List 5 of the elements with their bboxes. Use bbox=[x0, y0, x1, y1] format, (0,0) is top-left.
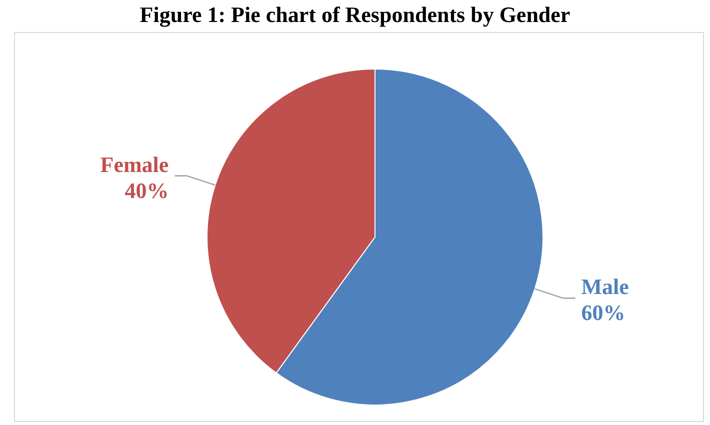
data-label: 40% bbox=[124, 178, 169, 203]
chart-title: Figure 1: Pie chart of Respondents by Gender bbox=[138, 1, 572, 29]
slice-label: Male bbox=[581, 274, 630, 300]
data-label: 60% bbox=[581, 300, 626, 326]
slice-label: Female bbox=[100, 152, 169, 177]
